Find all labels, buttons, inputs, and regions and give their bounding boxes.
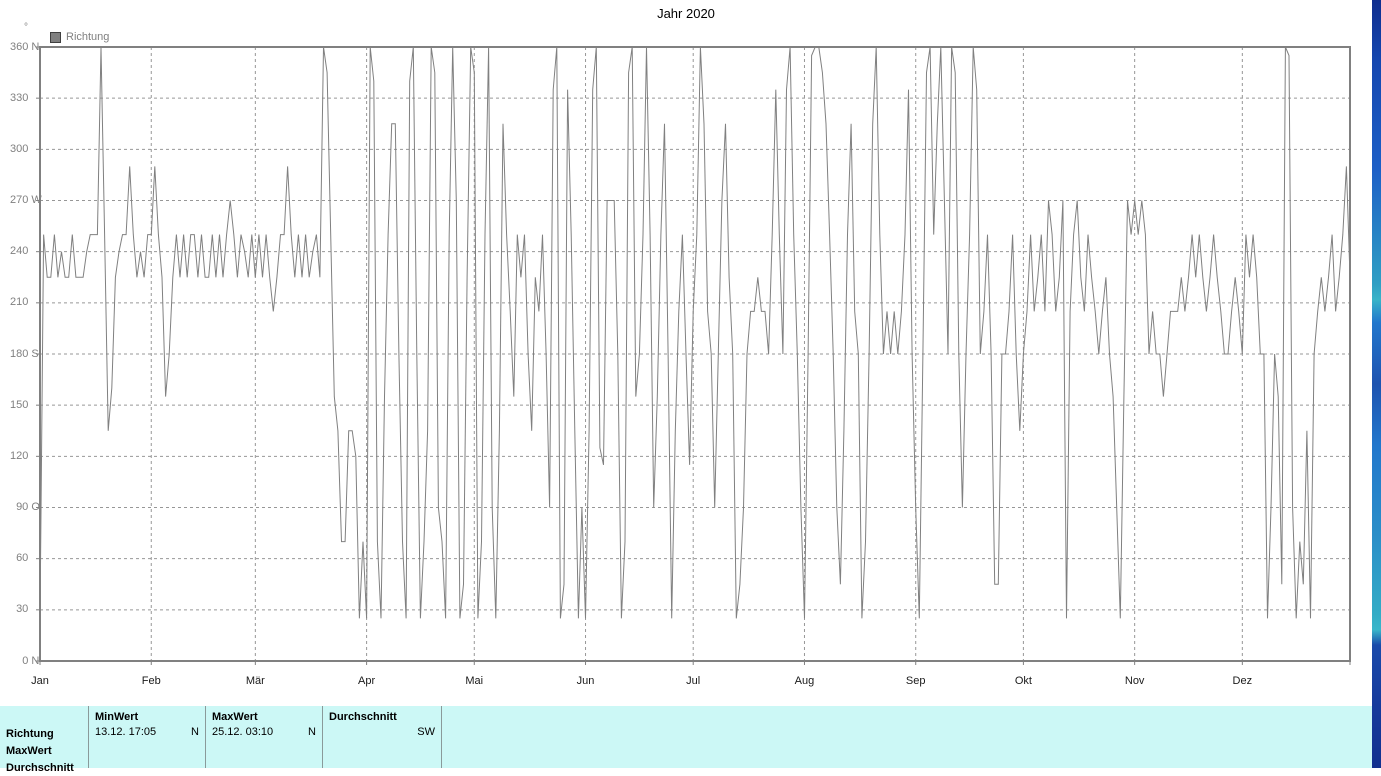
y-tick-label: 90 O <box>0 501 44 514</box>
stats-row-label: MaxWert <box>6 745 52 757</box>
x-tick-label-aug: Aug <box>794 675 815 687</box>
legend-label: Richtung <box>66 31 110 43</box>
stat-value: 13.12. 17:05 <box>95 726 157 738</box>
desktop-background-strip <box>1372 0 1381 768</box>
stat-col-maxwert: MaxWert 25.12. 03:10 N <box>206 706 322 768</box>
stat-value: 25.12. 03:10 <box>212 726 274 738</box>
y-tick-label: 60 <box>0 552 44 565</box>
stats-row-label: Richtung <box>6 728 54 740</box>
y-tick-label: 360 N <box>0 40 44 53</box>
y-tick-number: 60 <box>16 552 29 565</box>
x-tick-label-mai: Mai <box>465 675 484 687</box>
y-tick-number: 90 <box>16 501 29 513</box>
x-tick-label-jul: Jul <box>686 675 701 687</box>
stats-row-labels: Richtung MaxWert Durchschnitt <box>0 706 88 776</box>
stat-col-minwert: MinWert 13.12. 17:05 N <box>89 706 205 768</box>
y-tick-number: 210 <box>9 296 29 309</box>
y-tick-compass: N <box>31 40 40 53</box>
stats-table: Richtung MaxWert Durchschnitt MinWert 13… <box>0 706 1372 774</box>
y-tick-number: 330 <box>9 91 29 104</box>
x-tick-label-mär: Mär <box>245 675 265 687</box>
y-tick-label: 30 <box>0 603 44 616</box>
legend: Richtung <box>50 31 109 43</box>
x-tick-label-apr: Apr <box>358 675 376 687</box>
y-tick-label: 300 <box>0 142 44 155</box>
y-tick-compass: N <box>31 654 40 667</box>
stat-suffix: SW <box>417 726 435 738</box>
stat-header: MaxWert <box>212 711 258 723</box>
y-tick-label: 240 <box>0 245 44 258</box>
x-tick-label-sep: Sep <box>905 675 926 687</box>
y-tick-label: 150 <box>0 398 44 411</box>
column-separator <box>88 706 89 768</box>
wind-direction-line <box>39 46 1351 619</box>
y-tick-label: 210 <box>0 296 44 309</box>
chart-canvas[interactable] <box>0 0 1372 700</box>
y-tick-number: 300 <box>9 142 29 155</box>
x-tick-label-feb: Feb <box>141 675 161 687</box>
y-tick-compass: S <box>31 347 39 360</box>
y-tick-number: 30 <box>16 603 29 616</box>
y-tick-number: 120 <box>9 449 29 462</box>
chart-title: Jahr 2020 <box>657 6 715 21</box>
y-tick-number: 360 <box>9 40 29 53</box>
y-tick-label: 270 W <box>0 194 44 207</box>
y-tick-compass: W <box>31 194 42 206</box>
y-axis-unit-degree: ° <box>24 22 28 33</box>
stat-suffix: N <box>308 726 316 738</box>
y-tick-number: 150 <box>9 398 29 411</box>
y-tick-number: 0 <box>22 654 29 667</box>
legend-swatch-icon <box>50 31 61 43</box>
x-tick-label-nov: Nov <box>1124 675 1145 687</box>
y-tick-label: 120 <box>0 449 44 462</box>
plot-frame <box>39 46 1351 662</box>
y-tick-number: 240 <box>9 245 29 258</box>
x-tick-label-okt: Okt <box>1014 675 1032 687</box>
column-separator <box>322 706 323 768</box>
stat-header: MinWert <box>95 711 139 723</box>
column-separator <box>205 706 206 768</box>
y-tick-number: 180 <box>9 347 29 360</box>
y-tick-label: 180 S <box>0 347 44 360</box>
stat-header: Durchschnitt <box>329 711 397 723</box>
x-tick-label-jan: Jan <box>31 675 49 687</box>
x-tick-label-dez: Dez <box>1232 675 1253 687</box>
stat-col-durchschnitt: Durchschnitt SW <box>323 706 441 768</box>
x-tick-label-jun: Jun <box>576 675 595 687</box>
y-tick-number: 270 <box>9 194 29 206</box>
y-tick-compass: O <box>31 501 40 513</box>
column-separator <box>441 706 442 768</box>
stat-suffix: N <box>191 726 199 738</box>
y-tick-label: 330 <box>0 91 44 104</box>
